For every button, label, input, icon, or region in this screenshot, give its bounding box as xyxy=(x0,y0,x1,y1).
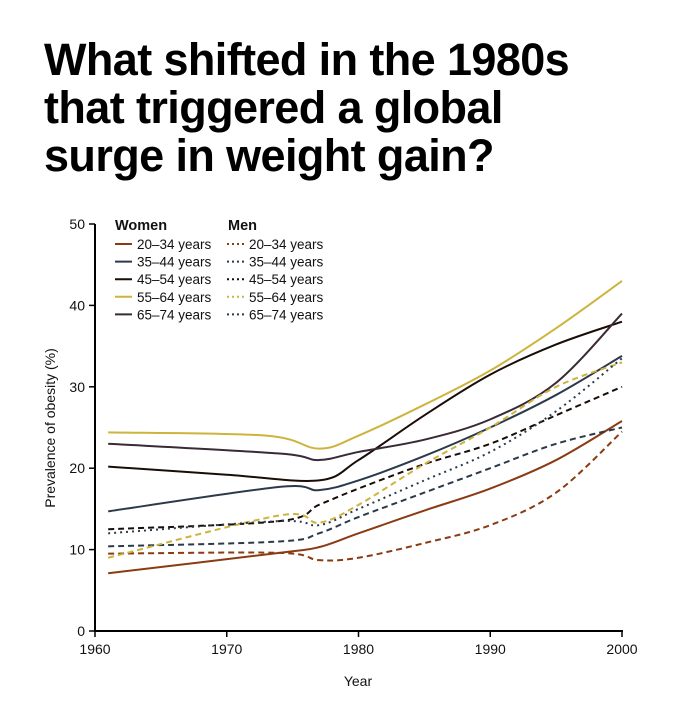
legend-label: 55–64 years xyxy=(137,290,212,305)
y-tick-label: 10 xyxy=(69,542,85,558)
series-line-men xyxy=(108,426,623,548)
legend-label: 35–44 years xyxy=(249,255,324,270)
series-line-women xyxy=(108,355,623,513)
series-line-men xyxy=(108,385,623,531)
x-axis-label: Year xyxy=(344,673,373,689)
legend-label: 65–74 years xyxy=(249,307,324,322)
y-tick-label: 30 xyxy=(69,379,85,395)
series-line-men xyxy=(107,361,623,559)
series-line-men xyxy=(108,357,623,535)
y-axis-label: Prevalence of obesity (%) xyxy=(42,348,58,508)
legend-group-title: Men xyxy=(228,218,257,234)
y-tick-label: 20 xyxy=(69,460,85,476)
x-tick-label: 1970 xyxy=(211,641,242,657)
legend-label: 20–34 years xyxy=(249,237,324,252)
x-tick-label: 2000 xyxy=(606,641,637,657)
chart-title: What shifted in the 1980s that triggered… xyxy=(44,34,570,181)
legend-label: 45–54 years xyxy=(249,272,324,287)
y-tick-label: 40 xyxy=(69,297,85,313)
series-line-women xyxy=(108,280,623,450)
legend-label: 35–44 years xyxy=(137,255,212,270)
series-line-women xyxy=(108,320,623,482)
legend-label: 55–64 years xyxy=(249,290,324,305)
legend-label: 45–54 years xyxy=(137,272,212,287)
x-tick-label: 1990 xyxy=(475,641,506,657)
series-line-men xyxy=(108,430,623,562)
x-tick-label: 1980 xyxy=(343,641,374,657)
legend-group-title: Women xyxy=(115,218,167,234)
x-tick-label: 1960 xyxy=(79,641,110,657)
series-line-women xyxy=(108,420,623,575)
y-tick-label: 0 xyxy=(77,623,85,639)
legend-label: 65–74 years xyxy=(137,307,212,322)
title-line: surge in weight gain? xyxy=(44,130,495,181)
series-line-women xyxy=(108,312,623,462)
legend-label: 20–34 years xyxy=(137,237,212,252)
title-line: What shifted in the 1980s xyxy=(44,34,570,85)
y-tick-label: 50 xyxy=(69,216,85,232)
title-line: that triggered a global xyxy=(44,82,503,133)
